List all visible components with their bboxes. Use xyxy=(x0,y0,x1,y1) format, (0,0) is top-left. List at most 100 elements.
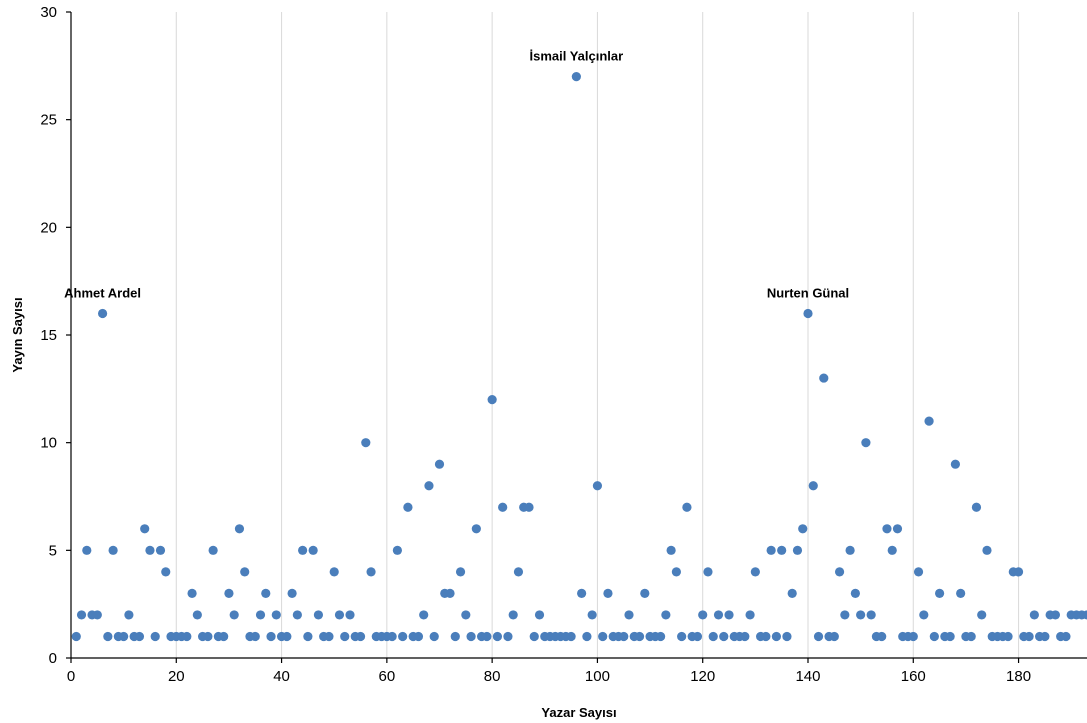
data-point xyxy=(892,524,903,534)
data-point xyxy=(950,459,960,469)
y-tick-label: 10 xyxy=(40,435,57,452)
x-tick-label: 160 xyxy=(901,668,926,685)
data-point xyxy=(982,545,992,555)
data-point xyxy=(598,631,608,642)
data-point xyxy=(450,631,460,642)
data-point xyxy=(877,631,887,642)
data-point xyxy=(798,524,808,534)
data-point xyxy=(919,610,929,620)
data-point xyxy=(261,588,271,599)
y-tick-label: 30 xyxy=(40,4,57,21)
data-point xyxy=(713,610,724,620)
data-point xyxy=(945,631,955,642)
x-tick-label: 180 xyxy=(1006,668,1031,685)
data-point xyxy=(503,631,513,642)
data-point xyxy=(829,631,839,642)
data-point xyxy=(413,631,424,642)
data-point xyxy=(624,610,634,620)
data-point xyxy=(392,545,402,555)
data-point xyxy=(677,631,687,642)
data-point xyxy=(887,545,897,555)
data-point xyxy=(387,631,397,642)
data-point xyxy=(866,610,876,620)
data-point xyxy=(971,502,982,512)
data-point xyxy=(655,631,666,642)
data-point xyxy=(708,631,718,642)
data-point xyxy=(187,588,197,599)
data-point xyxy=(345,610,355,620)
data-point xyxy=(271,610,281,620)
data-point xyxy=(313,610,324,620)
data-point xyxy=(682,502,692,512)
data-point xyxy=(108,545,118,555)
data-point xyxy=(534,610,545,620)
data-point xyxy=(103,631,113,642)
x-tick-label: 140 xyxy=(795,668,820,685)
data-point xyxy=(529,631,539,642)
x-tick-label: 20 xyxy=(168,668,185,685)
data-point xyxy=(782,631,792,642)
data-point xyxy=(71,631,81,642)
data-point xyxy=(482,631,492,642)
data-point xyxy=(1013,567,1024,577)
data-point xyxy=(208,545,218,555)
data-point xyxy=(192,610,202,620)
data-point xyxy=(240,567,250,577)
annotation-label: Nurten Günal xyxy=(767,285,849,300)
data-point xyxy=(124,610,134,620)
data-point xyxy=(471,524,481,534)
data-point xyxy=(929,631,939,642)
data-point xyxy=(82,545,92,555)
data-point xyxy=(524,502,534,512)
y-tick-label: 15 xyxy=(40,327,57,344)
data-point xyxy=(155,545,166,555)
data-point xyxy=(403,502,413,512)
data-point xyxy=(455,567,466,577)
data-point xyxy=(913,567,924,577)
data-point xyxy=(508,610,518,620)
data-point xyxy=(150,631,160,642)
data-point xyxy=(303,631,313,642)
data-point xyxy=(777,545,787,555)
data-point xyxy=(845,545,855,555)
data-point xyxy=(808,481,818,491)
data-point xyxy=(250,631,260,642)
data-point xyxy=(787,588,797,599)
data-point xyxy=(445,588,455,599)
data-point xyxy=(1024,631,1034,642)
data-point xyxy=(1003,631,1013,642)
x-tick-label: 120 xyxy=(690,668,715,685)
y-tick-label: 20 xyxy=(40,219,57,236)
data-point xyxy=(587,610,597,620)
data-point xyxy=(750,567,760,577)
data-point xyxy=(340,631,350,642)
x-tick-label: 100 xyxy=(585,668,610,685)
x-axis-label: Yazar Sayısı xyxy=(541,705,616,720)
data-point xyxy=(466,631,476,642)
data-point xyxy=(719,631,729,642)
data-point xyxy=(592,481,603,491)
data-point xyxy=(803,308,813,319)
data-point xyxy=(461,610,471,620)
data-point xyxy=(634,631,645,642)
data-point xyxy=(698,610,708,620)
data-point xyxy=(692,631,703,642)
data-point xyxy=(666,545,676,555)
data-point xyxy=(956,588,966,599)
data-point xyxy=(771,631,782,642)
data-point xyxy=(398,631,408,642)
data-point xyxy=(908,631,918,642)
data-point xyxy=(582,631,592,642)
data-point xyxy=(487,395,497,405)
data-point xyxy=(255,610,266,620)
data-point xyxy=(703,567,713,577)
data-point xyxy=(603,588,613,599)
data-point xyxy=(229,610,239,620)
data-point xyxy=(182,631,192,642)
y-tick-label: 5 xyxy=(49,542,57,559)
data-point xyxy=(671,567,681,577)
data-point xyxy=(287,588,297,599)
y-axis-label: Yayın Sayısı xyxy=(10,297,25,372)
data-point xyxy=(234,524,245,534)
